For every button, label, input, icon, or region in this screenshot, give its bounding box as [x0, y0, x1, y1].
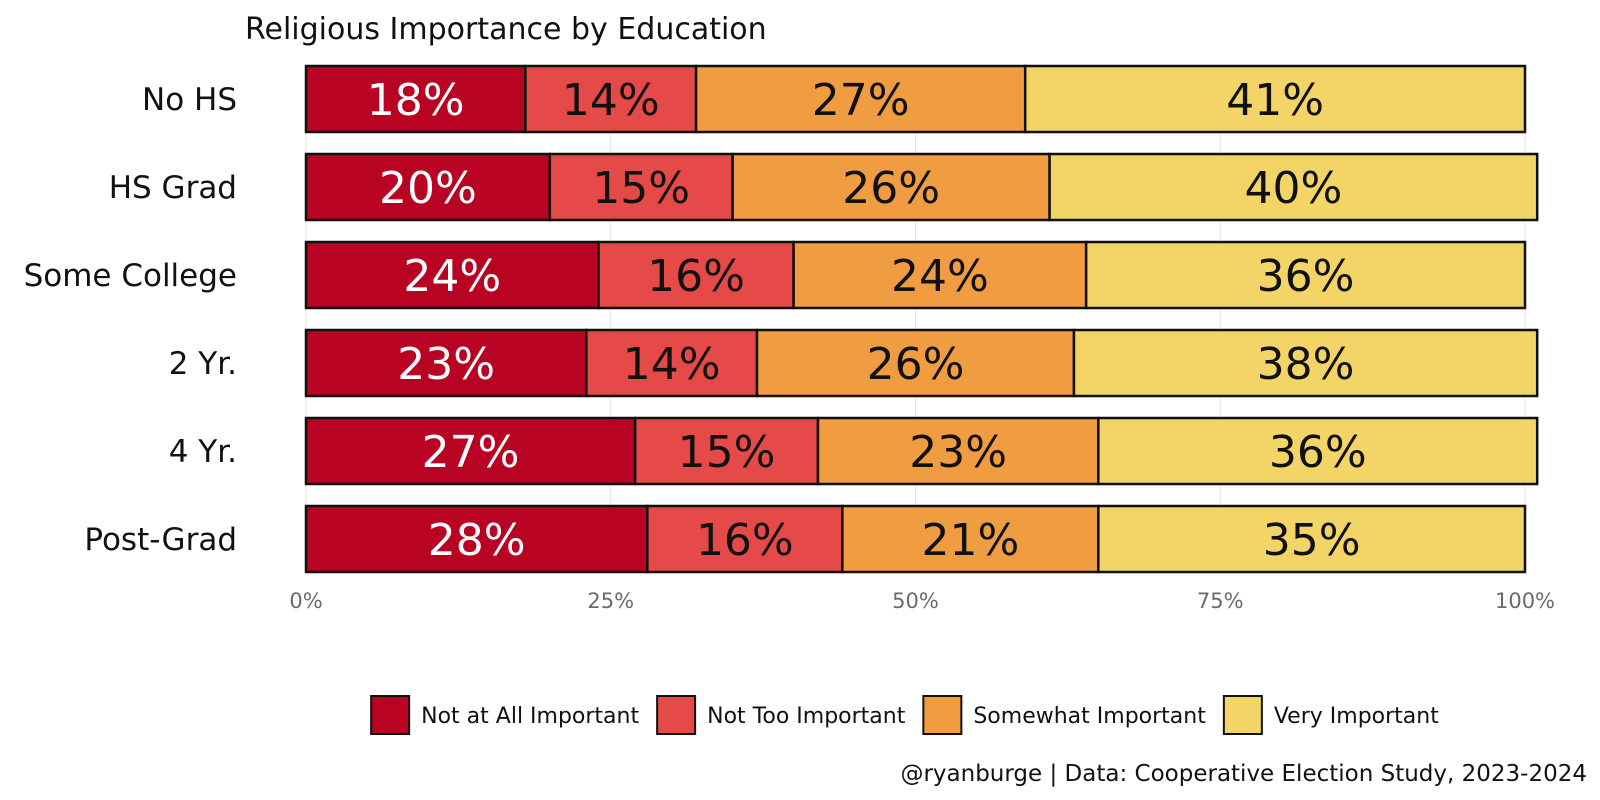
bar-segment [1084, 240, 1527, 310]
data-label: 41% [1226, 75, 1324, 126]
category-label: HS Grad [109, 170, 237, 206]
legend-label: Somewhat Important [973, 704, 1206, 729]
bar-segment [1072, 328, 1539, 398]
bar-segment [304, 152, 552, 222]
data-label: 26% [842, 163, 940, 214]
chart-title: Religious Importance by Education [245, 12, 767, 47]
x-tick-label: 75% [1197, 589, 1244, 613]
x-tick-label: 0% [289, 589, 322, 613]
data-label: 36% [1257, 251, 1355, 302]
bar-row: 28% 16% 21% 35% [304, 504, 1527, 574]
bar-segment [304, 504, 649, 574]
bar-segment [731, 152, 1051, 222]
data-label: 20% [379, 163, 477, 214]
legend-item: Not Too Important [656, 695, 906, 735]
x-tick-label: 100% [1495, 589, 1555, 613]
bar-segment [304, 328, 588, 398]
bar-segment [1023, 64, 1527, 134]
legend-swatch [370, 695, 411, 735]
bar-segment [646, 504, 844, 574]
bar-row: 27% 15% 23% 36% [304, 416, 1539, 486]
x-axis-ticks: 0% 25% 50% 75% 100% [289, 589, 1555, 613]
grid-lines [305, 66, 1526, 572]
category-labels: No HS HS Grad Some College 2 Yr. 4 Yr. Post-G… [24, 82, 237, 558]
legend: Not at All Important Not Too Important Som… [370, 695, 1439, 735]
bar-segment [1097, 504, 1527, 574]
bar-segment [304, 416, 637, 486]
bar-segment [816, 416, 1100, 486]
data-label: 18% [367, 75, 465, 126]
data-label: 14% [562, 75, 660, 126]
legend-item: Not at All Important [370, 695, 639, 735]
data-label: 38% [1257, 339, 1355, 390]
bar-row: 18% 14% 27% 41% [304, 64, 1527, 134]
bar-row: 24% 16% 24% 36% [304, 240, 1527, 310]
legend-swatch [922, 695, 963, 735]
bar-segment [1048, 152, 1539, 222]
category-label: Some College [24, 258, 237, 294]
category-label: No HS [142, 82, 237, 118]
bars: 18% 14% 27% 41% 20% 15% 26% 40% 24% 16% 24% 36% 23% 1… [304, 64, 1539, 574]
data-label: 35% [1263, 515, 1361, 566]
category-label: 4 Yr. [169, 434, 237, 470]
x-tick-label: 25% [587, 589, 634, 613]
legend-item: Somewhat Important [922, 695, 1206, 735]
data-label: 14% [623, 339, 721, 390]
bar-segment [792, 240, 1088, 310]
bar-row: 20% 15% 26% 40% [304, 152, 1539, 222]
data-label: 26% [867, 339, 965, 390]
legend-swatch [656, 695, 697, 735]
bar-segment [304, 64, 527, 134]
data-label: 28% [428, 515, 526, 566]
data-label: 40% [1244, 163, 1342, 214]
bar-segment [1097, 416, 1539, 486]
data-label: 16% [696, 515, 794, 566]
legend-item: Very Important [1222, 695, 1439, 735]
legend-label: Very Important [1274, 704, 1439, 729]
legend-label: Not Too Important [707, 704, 906, 729]
data-label: 24% [891, 251, 989, 302]
data-label: 15% [678, 427, 776, 478]
bar-segment [304, 240, 600, 310]
bar-row: 23% 14% 26% 38% [304, 328, 1539, 398]
data-label: 24% [403, 251, 501, 302]
data-label: 23% [397, 339, 495, 390]
data-label: 36% [1269, 427, 1367, 478]
data-label: 23% [909, 427, 1007, 478]
x-tick-label: 50% [892, 589, 939, 613]
data-label: 27% [422, 427, 520, 478]
bar-segment [755, 328, 1076, 398]
data-label: 15% [592, 163, 690, 214]
bar-segment [524, 64, 698, 134]
data-label: 27% [812, 75, 910, 126]
data-label: 21% [921, 515, 1019, 566]
legend-swatch [1222, 695, 1263, 735]
category-label: 2 Yr. [169, 346, 237, 382]
category-label: Post-Grad [84, 522, 237, 558]
bar-segment [633, 416, 820, 486]
bar-segment [694, 64, 1027, 134]
data-label: 16% [647, 251, 745, 302]
caption: @ryanburge | Data: Cooperative Election … [900, 761, 1587, 787]
bar-segment [841, 504, 1100, 574]
legend-label: Not at All Important [421, 704, 639, 729]
